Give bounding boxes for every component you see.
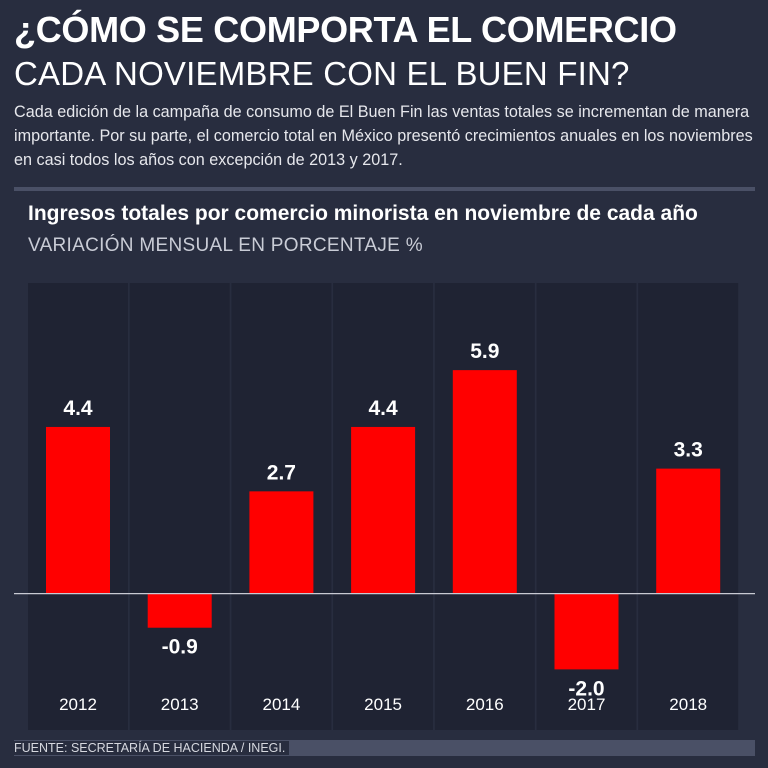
bar-2013 [147,593,212,628]
column-band [129,283,230,730]
chart-subtitle: VARIACIÓN MENSUAL EN PORCENTAJE % [28,235,423,256]
x-tick-label-2018: 2018 [669,695,707,714]
data-label-2014: 2.7 [267,461,296,484]
intro-paragraph: Cada edición de la campaña de consumo de… [14,103,753,169]
data-label-2015: 4.4 [368,397,398,420]
x-tick-label-2016: 2016 [466,695,504,714]
data-label-2012: 4.4 [63,397,93,420]
page-title-line2: CADA NOVIEMBRE CON EL BUEN FIN? [14,55,630,92]
data-label-2016: 5.9 [470,340,499,363]
x-tick-label-2013: 2013 [161,695,199,714]
bar-2012 [46,426,110,594]
divider [14,187,755,191]
source-note: FUENTE: SECRETARÍA DE HACIENDA / INEGI. [14,741,290,755]
x-tick-label-2017: 2017 [568,695,606,714]
page-title: ¿CÓMO SE COMPORTA EL COMERCIO [14,9,677,50]
bar-2016 [452,370,517,594]
chart-title: Ingresos totales por comercio minorista … [28,202,698,225]
bar-2018 [656,468,721,594]
bar-2017 [554,593,619,670]
x-tick-label-2012: 2012 [59,695,97,714]
data-label-2018: 3.3 [674,439,703,462]
bar-2014 [249,491,314,594]
bar-2015 [351,426,416,594]
data-label-2013: -0.9 [162,636,198,659]
x-tick-label-2014: 2014 [262,695,300,714]
data-label-2017: -2.0 [568,677,604,700]
x-tick-label-2015: 2015 [364,695,402,714]
